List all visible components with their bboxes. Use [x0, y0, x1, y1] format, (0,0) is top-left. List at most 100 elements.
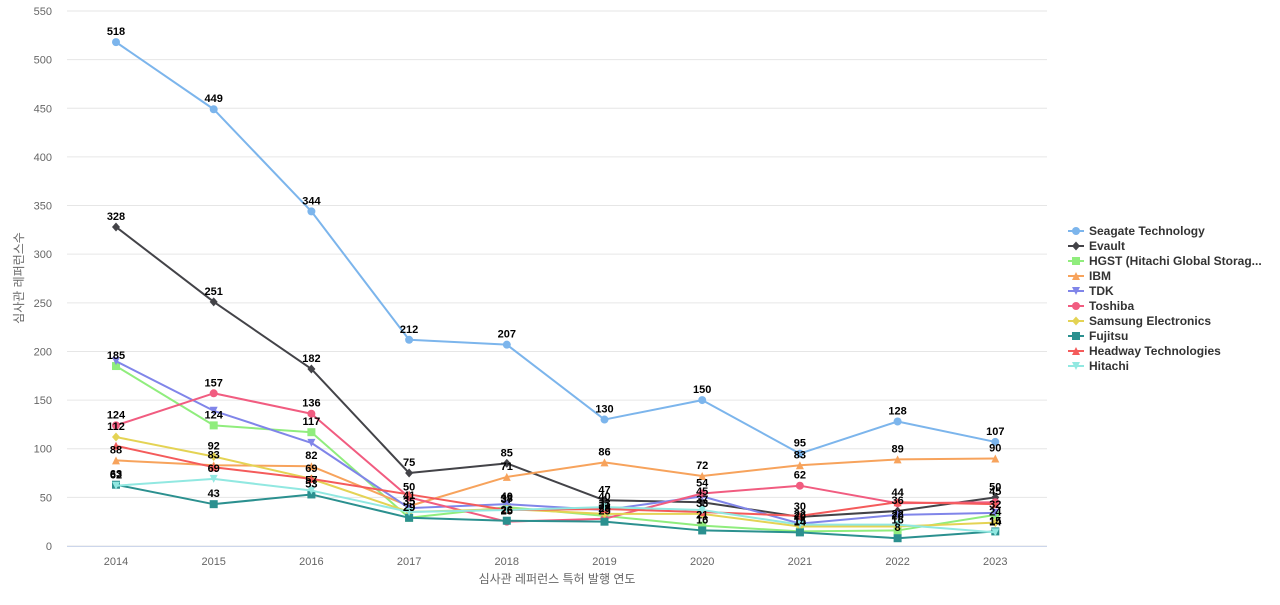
legend-item[interactable]: HGST (Hitachi Global Storag... [1068, 254, 1262, 268]
y-tick-label: 100 [34, 444, 52, 456]
data-point-marker [893, 417, 902, 426]
legend-item[interactable]: Fujitsu [1068, 329, 1128, 343]
data-label: 35 [403, 496, 415, 508]
data-point-marker [405, 335, 414, 344]
series-line [115, 477, 996, 534]
data-point-marker [1072, 272, 1080, 280]
legend-item[interactable]: Samsung Electronics [1068, 314, 1211, 328]
data-label: 45 [989, 486, 1001, 498]
data-point-marker [307, 486, 316, 495]
data-point-marker [893, 520, 902, 529]
series-group [112, 389, 1000, 526]
y-tick-label: 200 [34, 346, 52, 358]
series-group [112, 222, 1000, 522]
data-label: 251 [205, 286, 223, 298]
data-label: 14 [794, 516, 807, 528]
data-label: 344 [302, 195, 321, 207]
data-point-marker [795, 520, 804, 529]
data-label: 22 [794, 509, 806, 521]
series-group [112, 474, 1000, 537]
data-point-marker [600, 495, 609, 505]
data-label: 43 [208, 488, 220, 500]
data-point-marker [991, 437, 1000, 446]
data-label: 40 [501, 491, 513, 503]
data-label: 62 [110, 470, 122, 482]
data-point-marker [1072, 227, 1080, 235]
legend-item[interactable]: Evault [1068, 239, 1125, 253]
series-line [115, 457, 996, 508]
data-point-marker [502, 458, 511, 468]
data-point-marker [209, 389, 218, 398]
data-point-marker [405, 468, 414, 478]
series-line [115, 483, 996, 540]
data-label: 185 [107, 350, 125, 362]
data-label: 124 [205, 409, 224, 421]
legend-label: Evault [1089, 239, 1125, 253]
data-label: 30 [794, 501, 806, 513]
x-tick-label: 2015 [201, 556, 225, 568]
legend-item[interactable]: Seagate Technology [1068, 224, 1205, 238]
data-point-marker [1072, 287, 1080, 295]
series-line [115, 41, 996, 455]
data-point-marker [209, 421, 218, 430]
y-tick-label: 300 [34, 249, 52, 261]
x-tick-label: 2022 [885, 556, 909, 568]
data-point-marker [600, 517, 609, 526]
data-point-marker [600, 415, 609, 424]
data-label: 518 [107, 26, 125, 38]
series-line [115, 226, 996, 518]
legend-item[interactable]: Hitachi [1068, 359, 1129, 373]
data-point-marker [307, 474, 316, 483]
data-point-marker [698, 521, 707, 530]
legend-label: Fujitsu [1089, 329, 1128, 343]
data-label: 63 [110, 469, 122, 481]
series-line [115, 392, 996, 523]
x-tick-label: 2017 [397, 556, 421, 568]
data-point-marker [112, 481, 120, 490]
data-label: 69 [208, 463, 220, 475]
data-point-marker [795, 481, 804, 490]
data-label: 71 [501, 461, 513, 473]
y-tick-label: 500 [34, 55, 52, 67]
data-label: 33 [598, 498, 610, 510]
data-label: 82 [305, 450, 317, 462]
data-point-marker [893, 498, 902, 507]
x-axis-title: 심사관 레퍼런스 특허 발행 연도 [479, 571, 636, 586]
data-point-marker [1072, 347, 1080, 355]
data-point-marker [991, 528, 1000, 537]
x-tick-label: 2018 [495, 556, 519, 568]
data-point-marker [307, 364, 316, 374]
data-point-marker [1072, 241, 1080, 251]
data-label: 212 [400, 324, 418, 336]
data-point-marker [795, 528, 804, 537]
data-point-marker [1072, 316, 1080, 326]
data-label: 15 [989, 515, 1001, 527]
data-point-marker [1072, 257, 1080, 265]
legend-item[interactable]: Toshiba [1068, 299, 1134, 313]
data-label: 29 [403, 502, 415, 514]
data-label: 75 [403, 457, 415, 469]
data-point-marker [502, 340, 511, 349]
legend-item[interactable]: TDK [1068, 284, 1114, 298]
data-label: 86 [598, 446, 610, 458]
data-label: 20 [794, 511, 806, 523]
data-label: 90 [989, 442, 1001, 454]
data-point-marker [698, 526, 707, 535]
data-label: 182 [302, 353, 320, 365]
data-label: 37 [501, 494, 513, 506]
legend-item[interactable]: Headway Technologies [1068, 344, 1221, 358]
y-tick-label: 450 [34, 103, 52, 115]
data-label: 25 [598, 506, 610, 518]
legend-item[interactable]: IBM [1068, 269, 1111, 283]
data-label: 44 [891, 487, 904, 499]
grid-lines [67, 10, 1047, 547]
data-label: 8 [895, 522, 901, 534]
data-point-marker [795, 449, 804, 458]
data-label: 150 [693, 384, 711, 396]
data-point-marker [307, 462, 316, 471]
data-label: 88 [110, 444, 122, 456]
data-point-marker [307, 409, 316, 418]
data-point-marker [112, 456, 120, 465]
data-point-marker [991, 508, 1000, 517]
